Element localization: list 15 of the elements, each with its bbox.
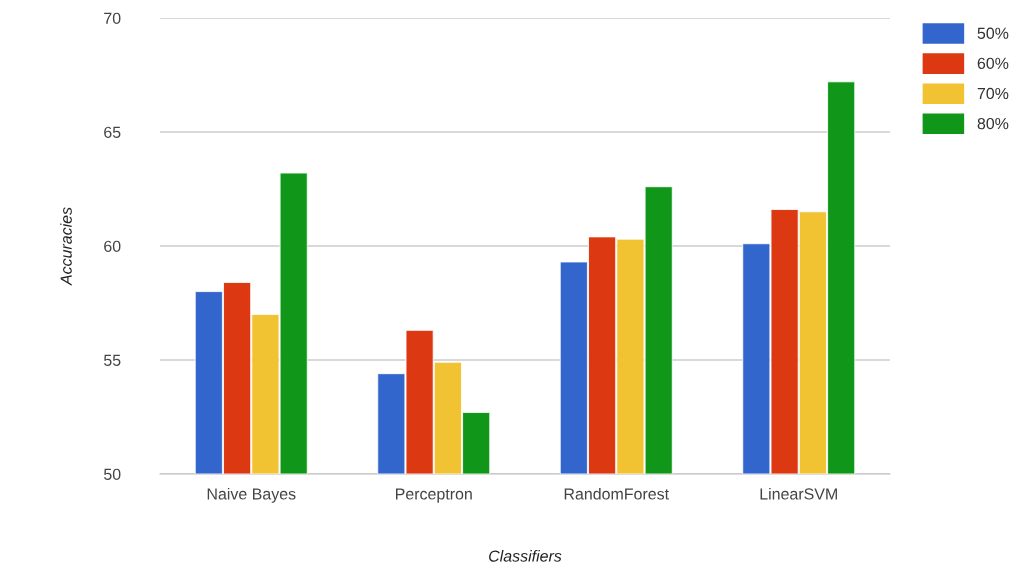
- y-tick-label: 65: [104, 126, 121, 138]
- x-tick-label: Perceptron: [396, 488, 472, 503]
- x-tick-label: Naive Bayes: [207, 487, 296, 503]
- y-tick-label: 50: [103, 468, 121, 480]
- y-axis-title: Accuracies: [60, 207, 72, 286]
- y-tick-label: 60: [104, 240, 121, 252]
- x-tick-label: RandomForest: [564, 487, 669, 500]
- legend-label: 70%: [977, 87, 1009, 100]
- legend-label: 50%: [977, 27, 1009, 39]
- legend-label: 60%: [977, 57, 1009, 70]
- legend-label: 80%: [977, 117, 1009, 130]
- x-tick-label: LinearSVM: [760, 487, 837, 500]
- x-axis-title: Classifiers: [489, 550, 562, 562]
- y-tick-label: 70: [104, 12, 121, 24]
- y-tick-label: 55: [103, 354, 121, 366]
